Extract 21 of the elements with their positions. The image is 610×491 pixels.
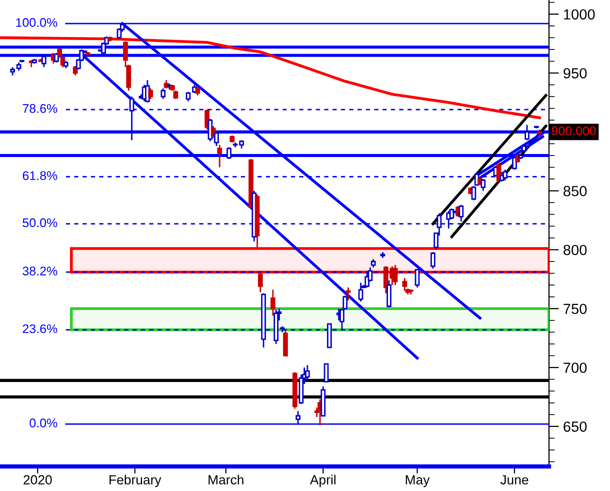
x-tick-label: June xyxy=(500,475,528,484)
annotation: 78.6% xyxy=(22,104,58,113)
y-tick-label: 1000 xyxy=(564,9,595,20)
x-tick-label: March xyxy=(208,474,244,484)
annotation: 38.2% xyxy=(22,266,58,276)
x-tick-label: April xyxy=(310,474,336,488)
x-tick-label: May xyxy=(406,475,430,488)
annotation: 900.000 xyxy=(552,126,596,136)
annotation: 61.8% xyxy=(22,171,58,180)
y-tick-label: 700 xyxy=(564,362,587,373)
y-tick-label: 650 xyxy=(564,422,587,432)
y-tick-label: 750 xyxy=(564,304,587,314)
annotation: 50.0% xyxy=(22,218,58,228)
annotation: 23.6% xyxy=(22,324,58,334)
annotation: 100.0% xyxy=(16,18,58,27)
y-tick-label: 850 xyxy=(564,186,587,196)
y-tick-label: 950 xyxy=(564,68,587,78)
x-tick-label: 2020 xyxy=(24,475,52,484)
x-tick-label: February xyxy=(110,474,162,488)
annotation: 0.0% xyxy=(30,418,58,428)
y-tick-label: 800 xyxy=(564,244,587,256)
